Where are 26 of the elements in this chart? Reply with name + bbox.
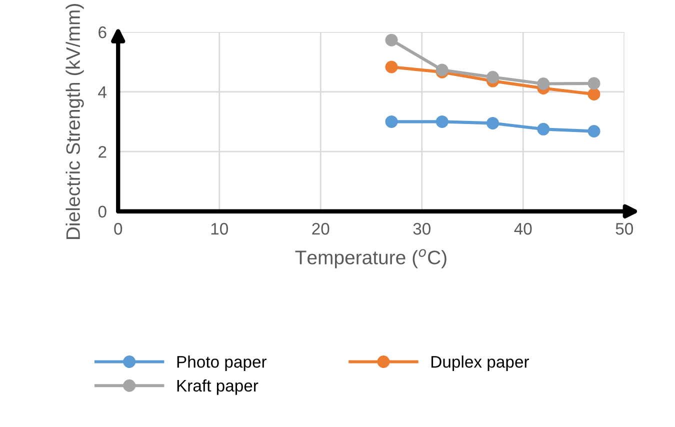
x-tick-label: 20 [312, 222, 330, 235]
y-tick-label: 0 [98, 206, 106, 218]
point [436, 115, 448, 128]
point [486, 70, 499, 84]
point [537, 77, 550, 90]
x-tick-label: 10 [211, 222, 228, 235]
y-tick-label: 4 [98, 86, 107, 98]
point [385, 34, 398, 46]
point [537, 122, 550, 136]
legend-label: Kraft paper [177, 379, 258, 395]
legend-label: Duplex paper [432, 356, 529, 372]
point [588, 77, 600, 90]
y-axis-title: Dielectric Strength (kV/mm) [66, 4, 84, 239]
point [385, 60, 398, 74]
x-axis-title: Temperature ($^{o}$C) [295, 249, 446, 268]
x-tick-label: 30 [413, 222, 430, 235]
point [486, 116, 499, 130]
y-tick-label: 6 [98, 26, 106, 38]
legend-label: Photo paper [177, 356, 267, 372]
x-tick-label: 50 [616, 222, 633, 235]
y-tick-label: 2 [98, 146, 106, 158]
x-tick-label: 40 [514, 222, 532, 235]
point [385, 115, 398, 128]
point [588, 88, 600, 100]
point [588, 125, 600, 138]
x-tick-label: 0 [114, 222, 122, 235]
